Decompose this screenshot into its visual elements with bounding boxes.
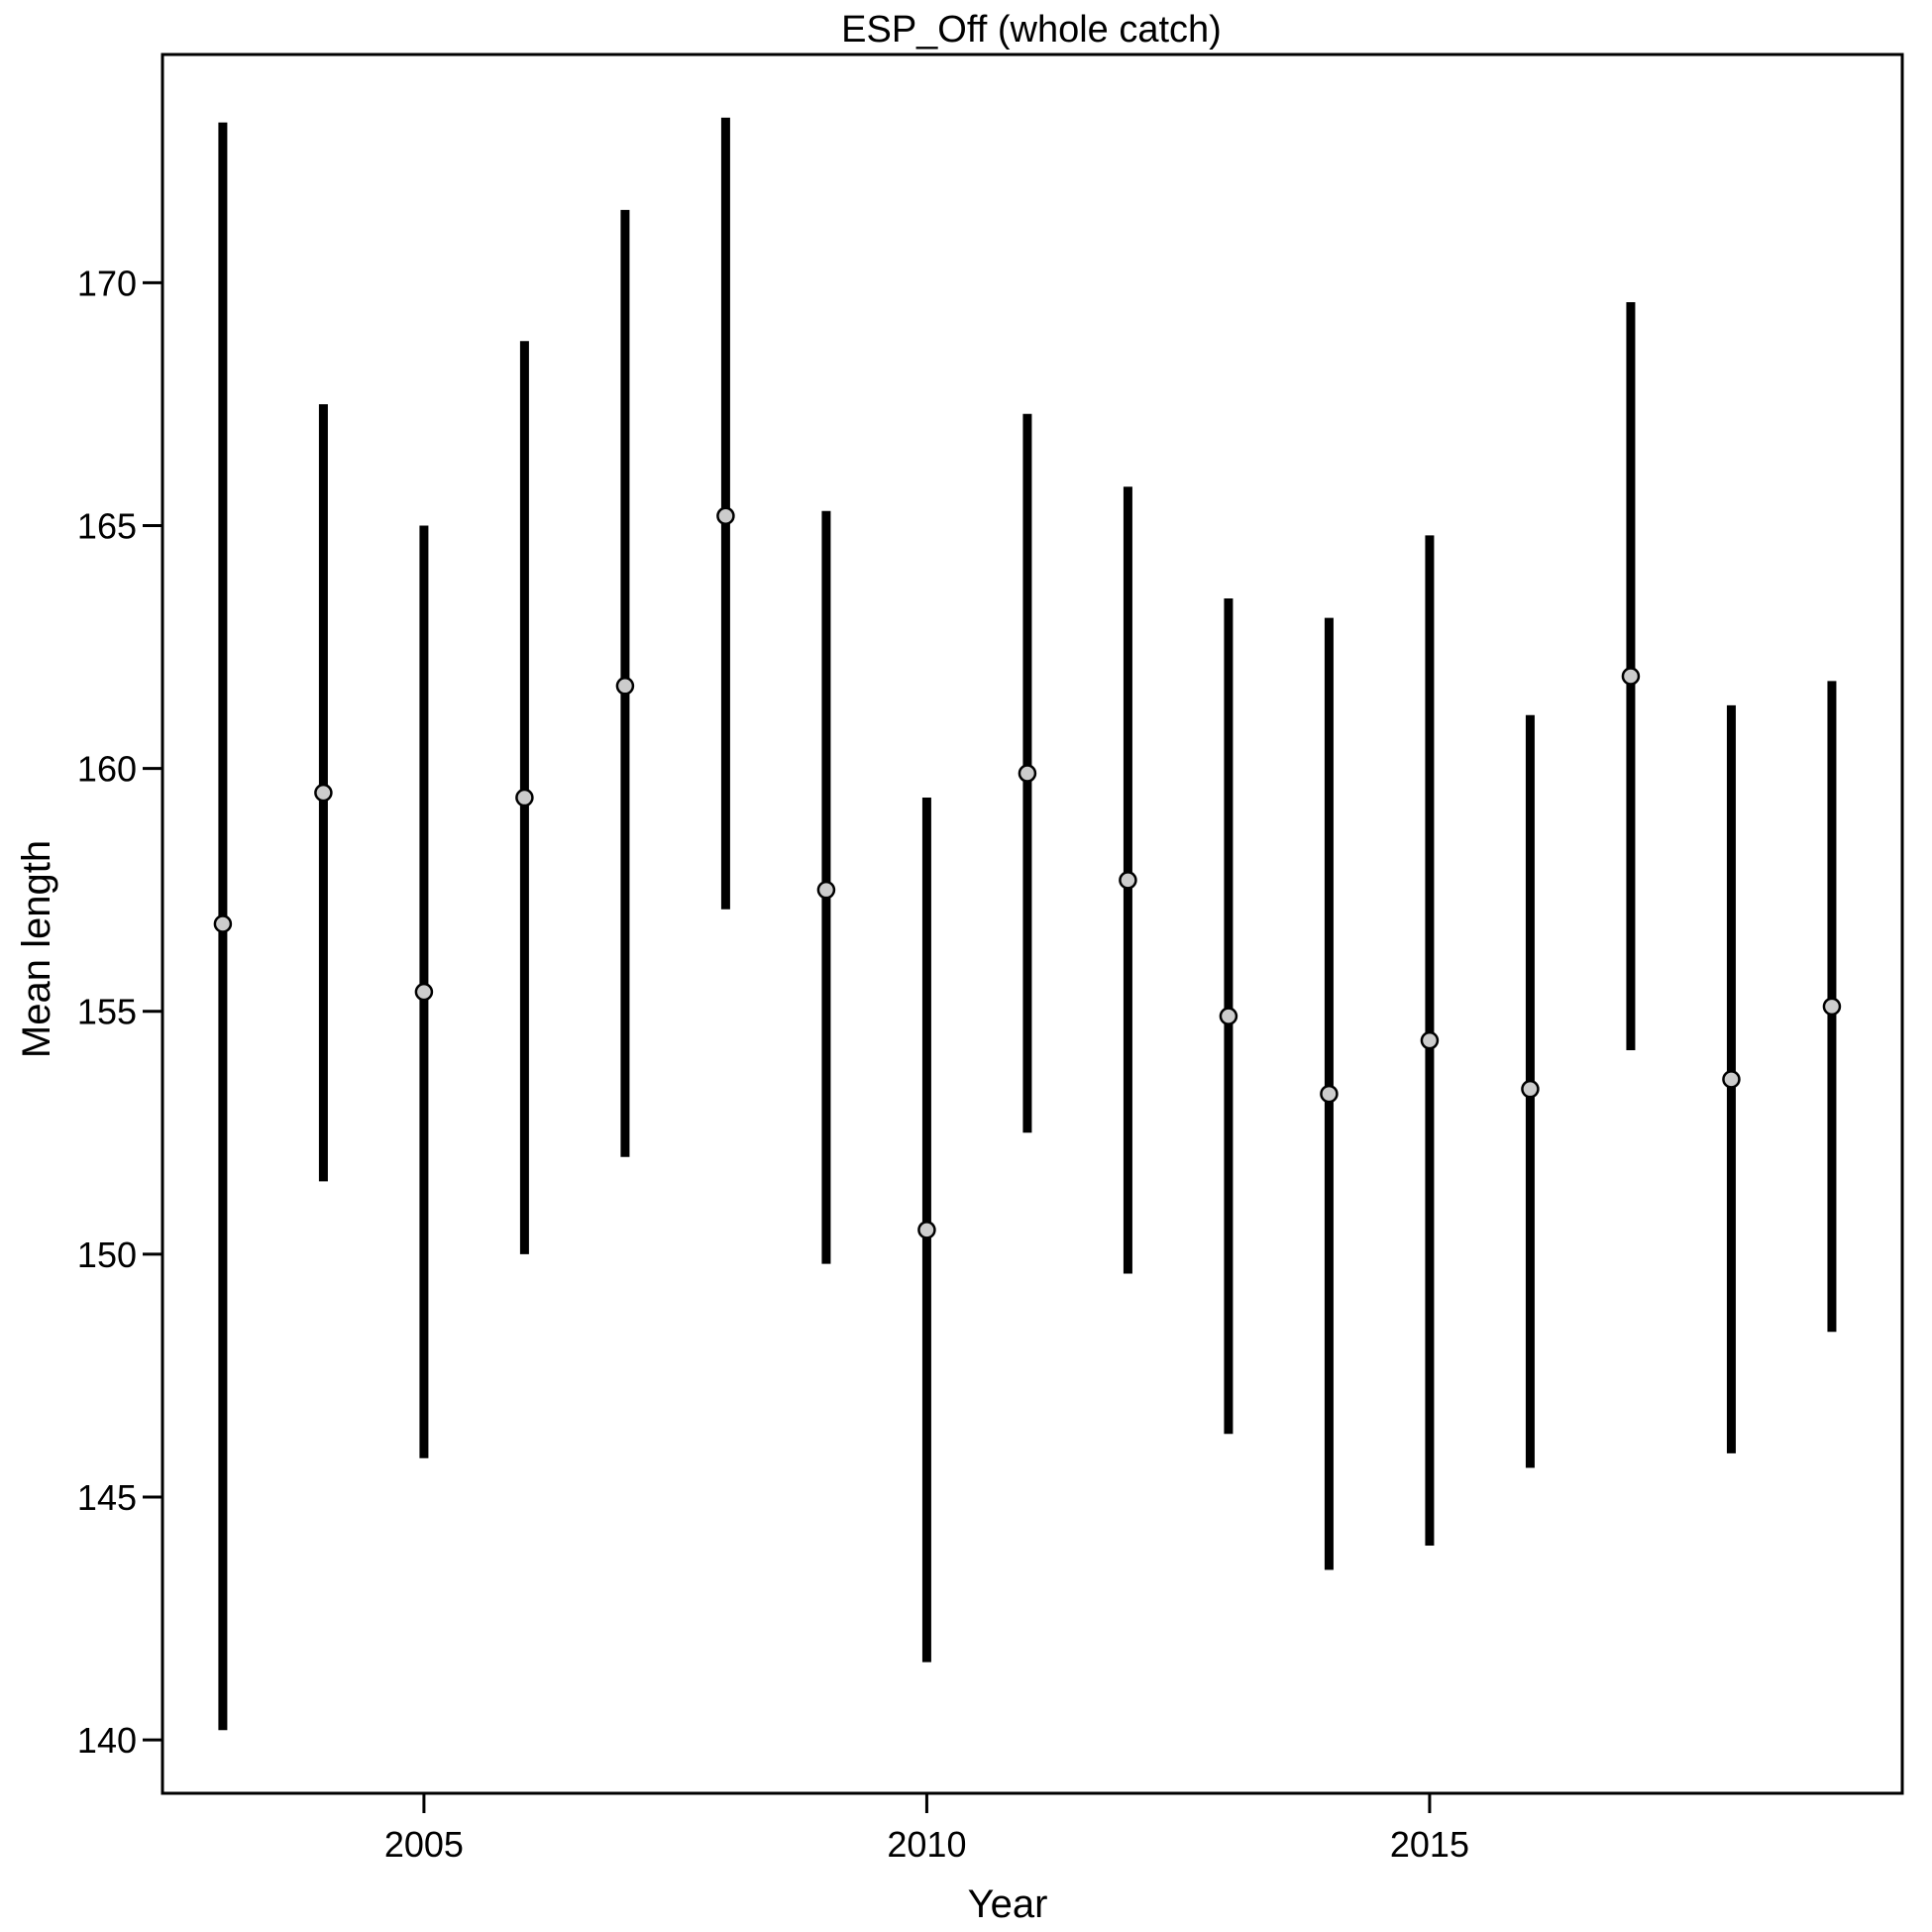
y-tick-label: 150 bbox=[77, 1234, 137, 1275]
mean-point bbox=[615, 677, 635, 696]
mean-point bbox=[1219, 1007, 1238, 1025]
x-tick-label: 2010 bbox=[887, 1824, 966, 1865]
mean-point bbox=[1420, 1030, 1440, 1050]
y-tick-label: 160 bbox=[77, 749, 137, 790]
y-tick-label: 155 bbox=[77, 992, 137, 1032]
y-axis: 140 145 150 155 160 165 170 bbox=[77, 263, 162, 1761]
mean-point bbox=[414, 982, 434, 1002]
chart-title: ESP_Off (whole catch) bbox=[841, 9, 1222, 51]
y-tick-label: 170 bbox=[77, 263, 137, 303]
mean-point bbox=[314, 783, 333, 803]
plot-frame bbox=[161, 53, 1904, 1795]
mean-point bbox=[1621, 667, 1641, 686]
y-tick-label: 140 bbox=[77, 1720, 137, 1761]
y-axis-label: Mean length bbox=[15, 840, 58, 1058]
mean-point bbox=[1521, 1079, 1540, 1099]
x-tick-label: 2005 bbox=[384, 1824, 464, 1865]
mean-point bbox=[1320, 1084, 1339, 1104]
mean-point bbox=[716, 506, 735, 525]
mean-point bbox=[1018, 764, 1037, 783]
mean-point bbox=[1822, 997, 1842, 1017]
series-errorbars bbox=[213, 117, 1842, 1731]
mean-point bbox=[1722, 1070, 1741, 1089]
mean-point bbox=[1119, 871, 1137, 890]
x-tick-label: 2015 bbox=[1390, 1824, 1469, 1865]
x-axis: 2005 2010 2015 bbox=[384, 1793, 1469, 1865]
mean-point bbox=[515, 788, 534, 807]
mean-point bbox=[213, 914, 233, 933]
x-axis-label: Year bbox=[968, 1882, 1048, 1926]
mean-point bbox=[816, 880, 836, 900]
y-tick-label: 165 bbox=[77, 506, 137, 547]
y-tick-label: 145 bbox=[77, 1477, 137, 1518]
mean-point bbox=[917, 1221, 936, 1239]
